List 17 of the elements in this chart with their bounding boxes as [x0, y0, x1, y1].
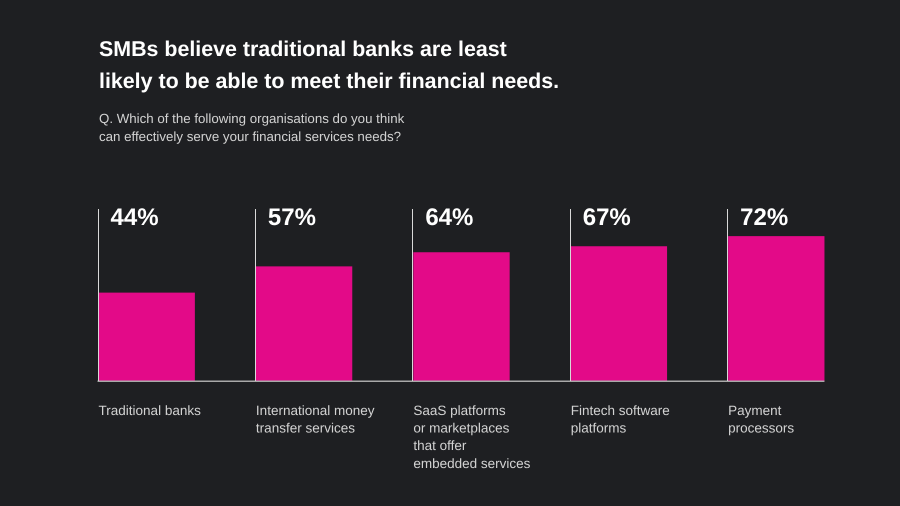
x-tick-label: Fintech software platforms: [570, 402, 670, 436]
bar: [413, 252, 510, 382]
chart-subtitle: Q. Which of the following organisations do you think can effectively serve your financial services needs?: [99, 110, 404, 145]
bar: [98, 292, 195, 382]
chart-title: SMBs believe traditional banks are least likely to be able to meet their financial needs.: [99, 36, 560, 95]
x-tick-label: Traditional banks: [98, 402, 202, 418]
bar: [256, 266, 352, 382]
data-label: 64%: [425, 204, 474, 231]
data-label: 57%: [268, 204, 316, 231]
x-tick-label: SaaS platforms or marketplaces that offer embedded services: [413, 402, 531, 471]
data-label: 67%: [582, 204, 631, 231]
data-label: 72%: [740, 204, 788, 231]
data-label: 44%: [110, 204, 159, 231]
x-tick-label: Payment processors: [728, 402, 794, 436]
bar: [570, 246, 668, 382]
x-tick-label: International money transfer services: [256, 402, 375, 436]
bar: [728, 236, 824, 382]
